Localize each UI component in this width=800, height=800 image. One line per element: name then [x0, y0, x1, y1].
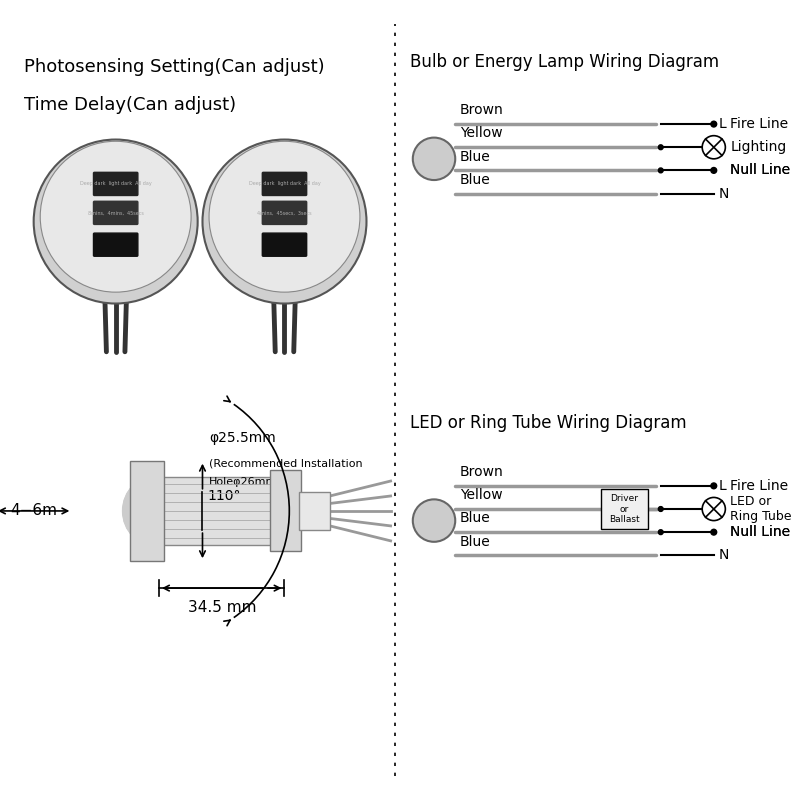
Text: (Recommended Installation: (Recommended Installation: [210, 458, 363, 469]
Text: 4−6m: 4−6m: [10, 503, 57, 518]
Circle shape: [202, 139, 366, 303]
Text: Blue: Blue: [460, 150, 491, 164]
Circle shape: [702, 136, 726, 159]
Text: Holeφ26mm)): Holeφ26mm)): [210, 477, 286, 487]
FancyBboxPatch shape: [94, 233, 138, 256]
Circle shape: [413, 499, 455, 542]
Text: Driver
or
Ballast: Driver or Ballast: [610, 494, 640, 524]
FancyBboxPatch shape: [94, 202, 138, 225]
FancyBboxPatch shape: [130, 461, 164, 561]
Circle shape: [658, 145, 663, 150]
Text: Blue: Blue: [460, 173, 491, 187]
Wedge shape: [123, 474, 159, 547]
Circle shape: [711, 167, 717, 174]
FancyBboxPatch shape: [262, 172, 306, 195]
Text: L: L: [718, 117, 726, 131]
Circle shape: [658, 168, 663, 173]
Text: 34.5 mm: 34.5 mm: [187, 600, 256, 614]
Text: Yellow: Yellow: [460, 126, 502, 141]
Text: Fire Line: Fire Line: [730, 479, 788, 493]
Text: N: N: [718, 548, 729, 562]
FancyBboxPatch shape: [262, 202, 306, 225]
Text: N: N: [718, 186, 729, 201]
Text: Bulb or Energy Lamp Wiring Diagram: Bulb or Energy Lamp Wiring Diagram: [410, 53, 719, 70]
FancyBboxPatch shape: [270, 470, 301, 551]
Text: 8mins,  4mins,  45secs: 8mins, 4mins, 45secs: [88, 210, 144, 215]
Text: Time Delay(Can adjust): Time Delay(Can adjust): [24, 96, 236, 114]
Text: φ25.5mm: φ25.5mm: [210, 431, 276, 446]
Text: Deep dark  light dark  All day: Deep dark light dark All day: [249, 182, 320, 186]
Circle shape: [711, 530, 717, 535]
FancyBboxPatch shape: [94, 172, 138, 195]
Circle shape: [413, 138, 455, 180]
Text: Photosensing Setting(Can adjust): Photosensing Setting(Can adjust): [24, 58, 325, 75]
Text: 110°: 110°: [207, 490, 241, 503]
Circle shape: [711, 122, 717, 127]
Text: LED or
Ring Tube: LED or Ring Tube: [730, 495, 792, 523]
FancyBboxPatch shape: [159, 477, 285, 545]
Text: Brown: Brown: [460, 465, 504, 479]
Text: Blue: Blue: [460, 534, 491, 549]
Circle shape: [711, 483, 717, 489]
Text: Null Line: Null Line: [730, 525, 790, 539]
Circle shape: [40, 142, 191, 292]
Circle shape: [34, 139, 198, 303]
Text: L: L: [718, 479, 726, 493]
Text: Fire Line: Fire Line: [730, 117, 788, 131]
Text: Brown: Brown: [460, 103, 504, 118]
Text: Blue: Blue: [460, 511, 491, 526]
Text: Null Line: Null Line: [730, 163, 790, 178]
FancyBboxPatch shape: [262, 233, 306, 256]
FancyBboxPatch shape: [601, 489, 648, 530]
Text: Lighting: Lighting: [730, 140, 786, 154]
FancyBboxPatch shape: [299, 492, 330, 530]
Text: Deep dark  light dark  All day: Deep dark light dark All day: [80, 182, 151, 186]
Circle shape: [658, 506, 663, 511]
Text: Null Line: Null Line: [730, 525, 790, 539]
Text: Null Line: Null Line: [730, 163, 790, 178]
Text: LED or Ring Tube Wiring Diagram: LED or Ring Tube Wiring Diagram: [410, 414, 686, 433]
Circle shape: [209, 142, 360, 292]
Circle shape: [658, 530, 663, 534]
Text: 4mins,  45secs,  3secs: 4mins, 45secs, 3secs: [257, 210, 312, 215]
Circle shape: [702, 498, 726, 521]
Text: Yellow: Yellow: [460, 488, 502, 502]
